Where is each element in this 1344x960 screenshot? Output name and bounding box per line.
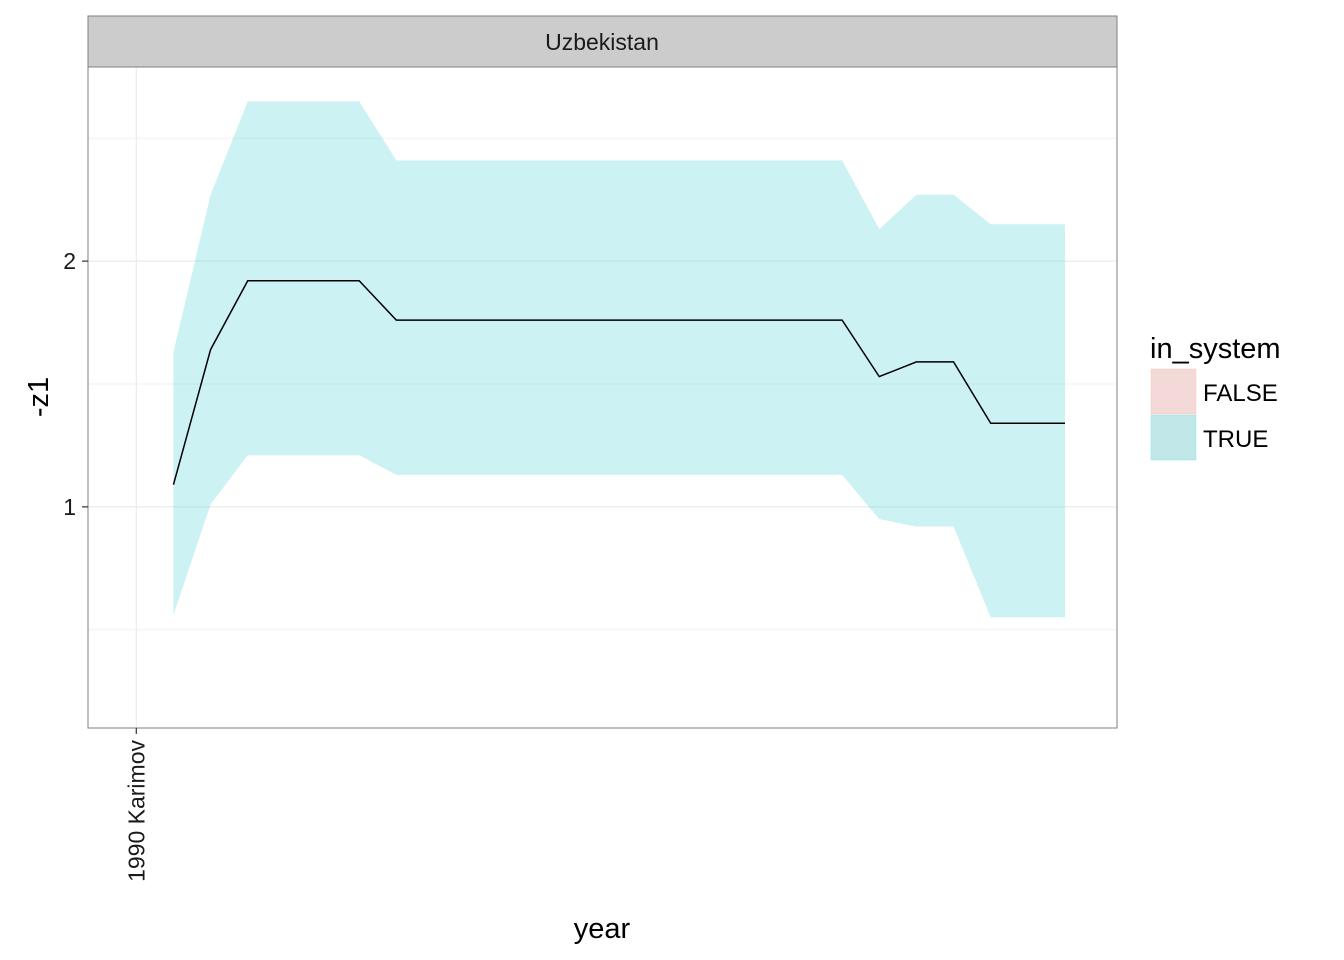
y-axis: 12	[63, 248, 88, 520]
y-tick-label: 2	[63, 248, 76, 274]
legend-key-swatch	[1150, 414, 1197, 461]
legend: in_system FALSE TRUE	[1150, 333, 1281, 461]
facet-strip-label: Uzbekistan	[545, 29, 659, 55]
grid-lines	[88, 67, 1117, 728]
legend-key-swatch	[1150, 368, 1197, 415]
x-tick-label: 1990 Karimov	[123, 740, 149, 882]
legend-title: in_system	[1150, 333, 1281, 365]
plot-panel	[88, 67, 1117, 728]
series-line	[172, 280, 1065, 485]
y-tick-label: 1	[63, 494, 76, 520]
lines	[172, 280, 1065, 485]
confidence-ribbon	[173, 101, 1065, 618]
legend-key-background	[1150, 414, 1197, 461]
facet-strip	[87, 15, 1118, 68]
legend-label: FALSE	[1203, 380, 1278, 407]
x-axis-title: year	[574, 913, 631, 945]
x-axis: 1990 Karimov	[123, 728, 149, 882]
legend-key-background	[1150, 368, 1197, 415]
ribbons	[173, 101, 1065, 618]
legend-label: TRUE	[1203, 426, 1268, 453]
y-axis-title: -z1	[23, 377, 55, 417]
panel-border	[87, 66, 1118, 729]
